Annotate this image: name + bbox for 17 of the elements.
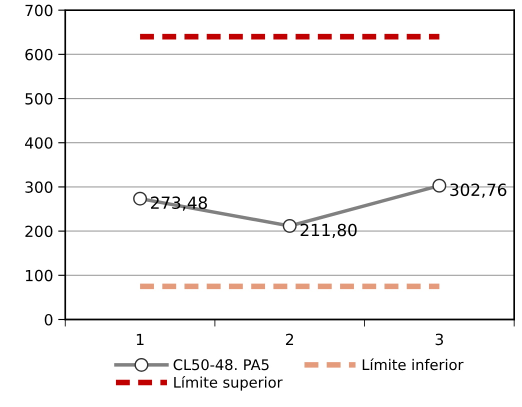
x-tick-label: 2 <box>286 334 294 345</box>
y-tick-label: 100 <box>26 270 52 282</box>
data-label: 273,48 <box>151 196 207 211</box>
legend-label: CL50-48. PA5 <box>174 359 269 370</box>
legend-label: Límite superior <box>174 376 283 391</box>
y-tick-label: 200 <box>25 226 52 238</box>
x-tick-label: 3 <box>436 334 443 346</box>
y-tick-label: 0 <box>44 314 52 326</box>
data-label: 211,80 <box>300 224 357 238</box>
legend-label: Límite inferior <box>362 358 464 370</box>
y-tick-label: 600 <box>25 48 52 60</box>
x-tick-label: 1 <box>136 334 144 345</box>
y-tick-label: 700 <box>26 4 52 16</box>
y-tick-label: 500 <box>25 93 52 105</box>
y-tick-label: 400 <box>25 137 52 149</box>
data-label: 302,76 <box>450 183 506 198</box>
y-tick-label: 300 <box>25 181 52 193</box>
